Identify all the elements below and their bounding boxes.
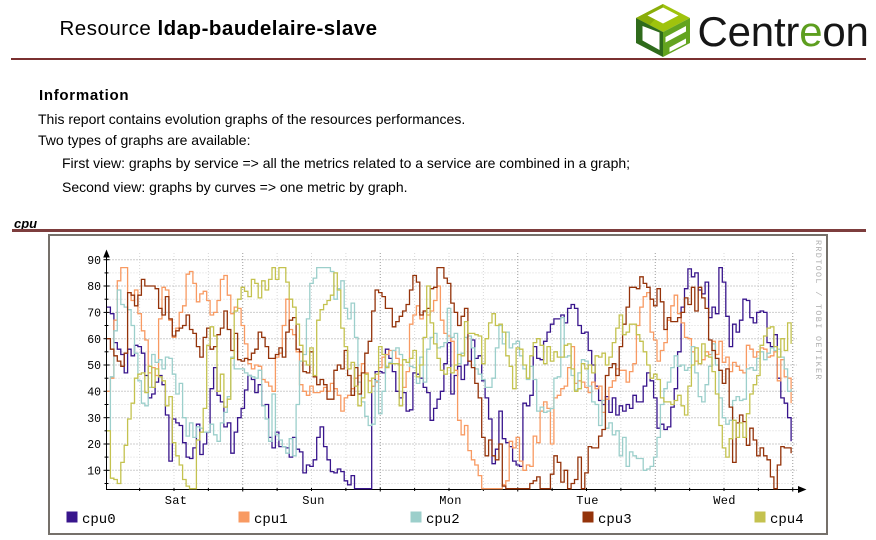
svg-text:30: 30: [87, 413, 101, 426]
svg-text:cpu0: cpu0: [82, 512, 116, 528]
svg-text:50: 50: [87, 360, 101, 373]
svg-text:90: 90: [87, 255, 101, 268]
svg-text:70: 70: [87, 308, 101, 321]
svg-text:40: 40: [87, 387, 101, 400]
svg-text:80: 80: [87, 281, 101, 294]
svg-text:cpu3: cpu3: [598, 512, 632, 528]
svg-text:20: 20: [87, 439, 101, 452]
svg-text:cpu4: cpu4: [770, 512, 804, 528]
svg-text:cpu2: cpu2: [426, 512, 460, 528]
svg-text:Sun: Sun: [302, 494, 325, 508]
svg-text:10: 10: [87, 466, 101, 479]
svg-text:60: 60: [87, 334, 101, 347]
svg-text:RRDTOOL / TOBI OETIKER: RRDTOOL / TOBI OETIKER: [813, 240, 823, 381]
svg-text:Tue: Tue: [576, 494, 599, 508]
svg-text:Mon: Mon: [439, 494, 462, 508]
svg-text:Wed: Wed: [713, 494, 736, 508]
svg-text:cpu1: cpu1: [254, 512, 288, 528]
svg-text:Sat: Sat: [165, 494, 188, 508]
